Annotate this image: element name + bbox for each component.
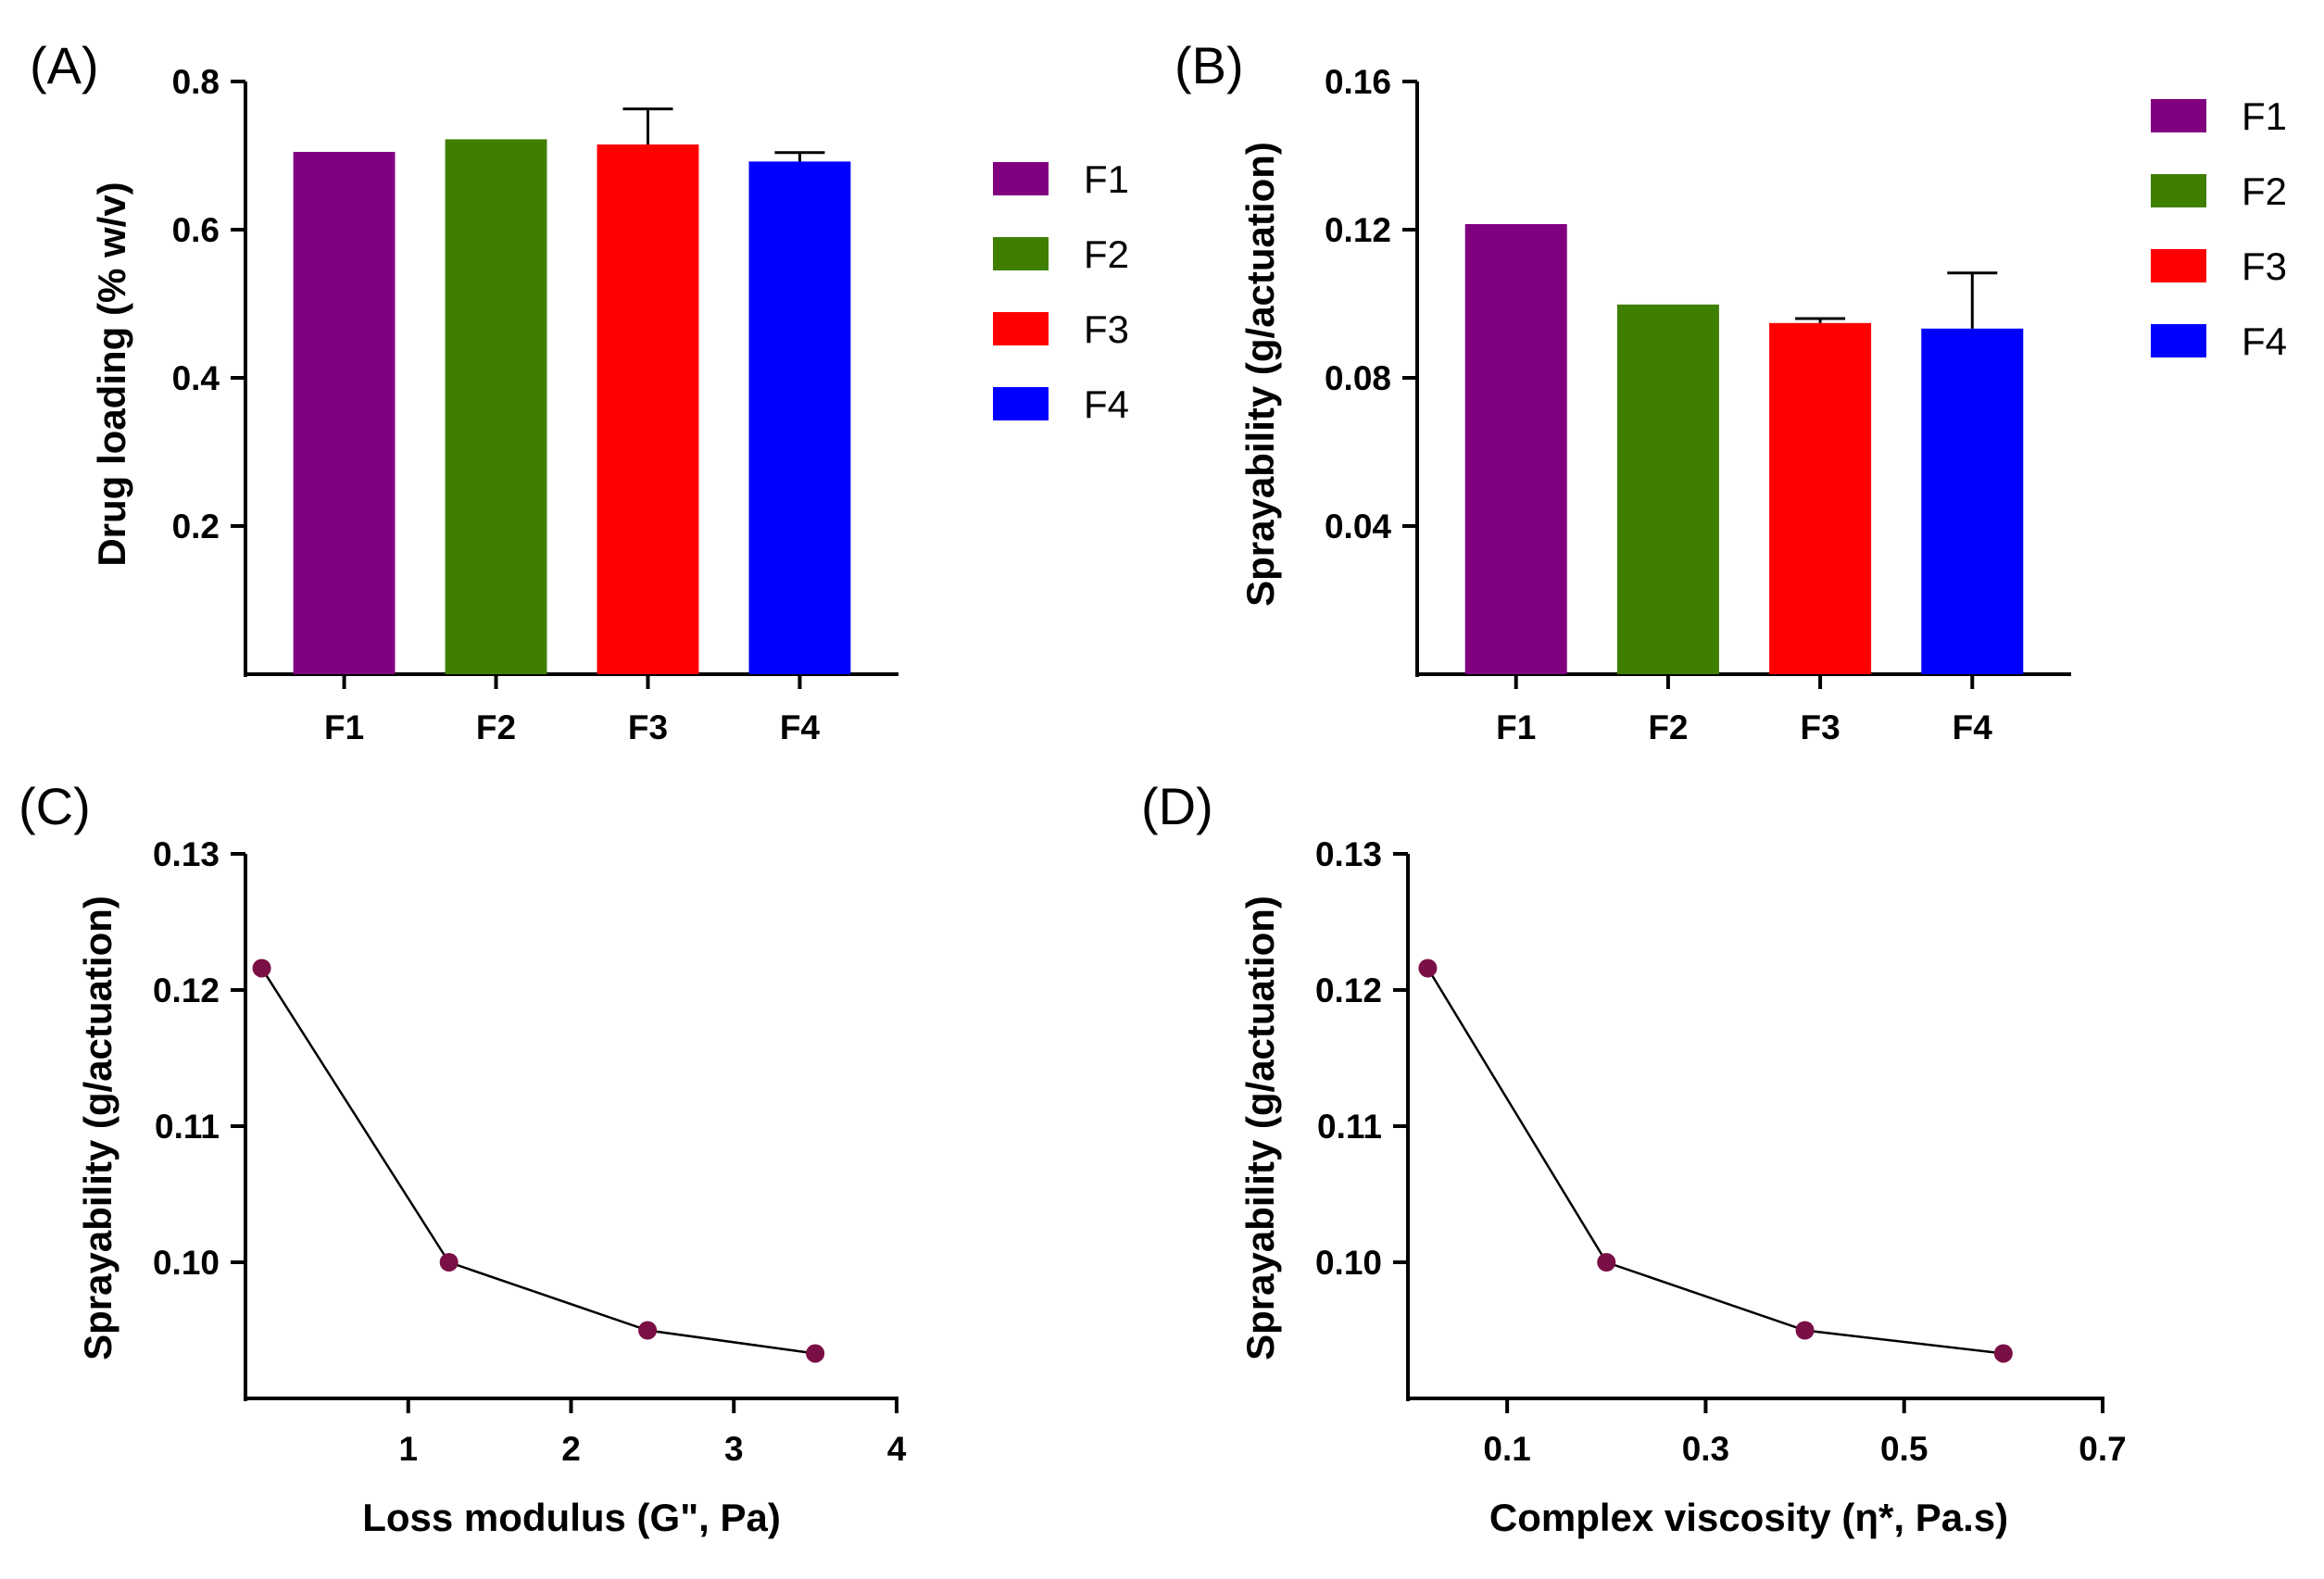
panel-d-letter: (D) [1141,777,1213,835]
panel-a-plot: 0.2 0.4 0.6 0.8 F1 F2 F3 F4 [172,63,898,746]
panel-d-y-title: Sprayability (g/actuation) [1238,896,1282,1360]
x-tick-label: 3 [724,1430,744,1468]
y-tick-label: 0.6 [172,211,220,249]
y-tick-label: 0.04 [1325,508,1391,545]
y-tick-label: 0.12 [153,971,220,1009]
data-point [252,959,271,978]
y-tick-label: 0.12 [1315,971,1382,1009]
x-tick-label: F2 [476,708,516,746]
legend-swatch [2151,174,2206,207]
legend-label: F4 [1084,382,1129,426]
data-point [1993,1344,2013,1363]
bar-f1 [1464,224,1567,674]
y-tick-label: 0.13 [1315,835,1382,873]
panel-a-legend: F1 F2 F3 F4 [993,157,1129,426]
panel-d-plot: 0.10 0.11 0.12 0.13 0.1 0.3 0.5 0.7 [1315,835,2127,1468]
data-point [1597,1253,1616,1272]
series-line [1426,967,2004,1355]
legend-swatch [2151,249,2206,282]
data-point [806,1344,825,1363]
data-point [439,1253,459,1272]
bar-f3 [1769,322,1872,674]
x-tick-label: 0.7 [2079,1430,2126,1468]
legend-swatch [993,162,1049,195]
x-tick-label: F1 [1496,708,1536,746]
legend-label: F4 [2242,320,2287,363]
panel-c-y-title: Sprayability (g/actuation) [76,896,119,1360]
panel-a-y-title: Drug loading (% w/v) [90,182,133,566]
panel-c-plot: 0.10 0.11 0.12 0.13 1 2 3 4 [153,835,907,1468]
legend-swatch [993,312,1049,345]
legend-label: F2 [1084,232,1129,276]
y-tick-label: 0.10 [1315,1244,1382,1282]
panel-b-y-title: Sprayability (g/actuation) [1238,142,1282,607]
legend-swatch [993,387,1049,420]
x-tick-label: F3 [1800,708,1840,746]
y-tick-label: 0.12 [1325,211,1391,249]
panel-c-letter: (C) [19,777,91,835]
x-tick-label: 0.3 [1682,1430,1729,1468]
x-tick-label: 2 [561,1430,581,1468]
y-tick-label: 0.11 [155,1108,220,1146]
bar-f4 [1921,328,2024,674]
bar-f1 [293,152,396,674]
y-tick-label: 0.8 [172,63,220,101]
legend-swatch [2151,99,2206,132]
panel-d-x-title: Complex viscosity (η*, Pa.s) [1489,1496,2008,1539]
data-point [1418,959,1438,978]
legend-swatch [2151,324,2206,357]
panel-c-x-title: Loss modulus (G", Pa) [362,1496,781,1539]
y-tick-label: 0.2 [172,508,220,545]
x-tick-label: F4 [780,708,821,746]
x-tick-label: 4 [887,1430,907,1468]
x-tick-label: 0.1 [1483,1430,1530,1468]
panel-b-legend: F1 F2 F3 F4 [2151,94,2287,363]
y-tick-label: 0.13 [153,835,220,873]
x-tick-label: F2 [1648,708,1688,746]
legend-label: F3 [1084,307,1129,351]
x-tick-label: 0.5 [1880,1430,1928,1468]
panel-a: (A) 0.2 0.4 0.6 0.8 F1 F2 F3 F4 Drug loading (%… [30,36,1129,746]
legend-swatch [993,237,1049,270]
panel-b: (B) 0.04 0.08 0.12 0.16 F1 F2 F3 F4 Sprayabilit… [1175,36,2287,746]
y-tick-label: 0.08 [1325,359,1391,397]
legend-label: F1 [1084,157,1129,201]
bar-f4 [748,161,851,674]
x-tick-label: F3 [628,708,668,746]
panel-a-letter: (A) [30,36,99,94]
x-tick-label: F4 [1953,708,1993,746]
data-point [638,1321,658,1340]
y-tick-label: 0.16 [1325,63,1391,101]
x-tick-label: 1 [398,1430,418,1468]
bar-f2 [1616,304,1719,674]
panel-d: (D) 0.10 0.11 0.12 0.13 0.1 0.3 0.5 0.7 Sprayab… [1141,777,2127,1539]
y-tick-label: 0.11 [1317,1108,1382,1146]
y-tick-label: 0.10 [153,1244,220,1282]
x-tick-label: F1 [324,708,364,746]
panel-b-letter: (B) [1175,36,1244,94]
panel-c: (C) 0.10 0.11 0.12 0.13 1 2 3 4 Sprayability (g… [19,777,907,1539]
data-point [1795,1321,1815,1340]
panel-b-plot: 0.04 0.08 0.12 0.16 F1 F2 F3 F4 [1325,63,2071,746]
series-line [260,967,816,1355]
bar-f3 [597,144,699,674]
legend-label: F1 [2242,94,2287,138]
bar-f2 [445,139,547,674]
legend-label: F2 [2242,169,2287,213]
y-tick-label: 0.4 [172,359,220,397]
legend-label: F3 [2242,244,2287,288]
